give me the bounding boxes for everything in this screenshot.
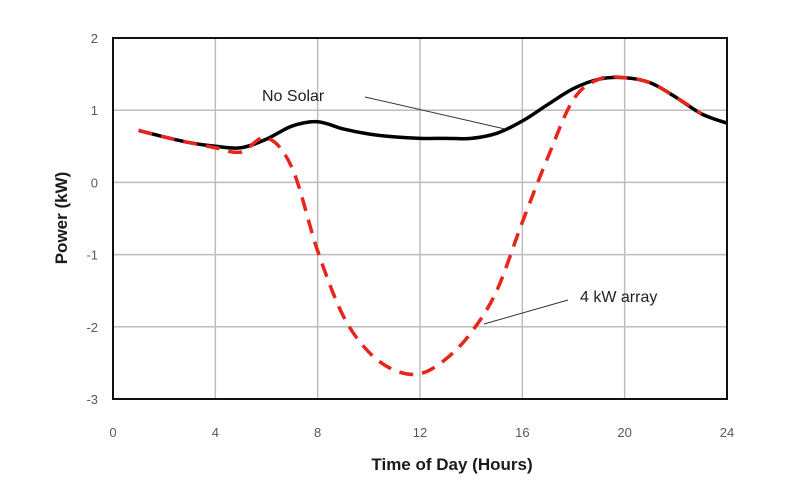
y-tick-label: 0 [91, 175, 98, 190]
series-group [138, 75, 728, 377]
x-tick-label: 12 [413, 425, 427, 440]
array-annotation: 4 kW array [580, 289, 657, 306]
y-tick-label: 2 [91, 31, 98, 46]
plot-frame [112, 37, 728, 400]
y-tick-label: 1 [91, 103, 98, 118]
x-tick-label: 0 [109, 425, 116, 440]
y-tick-labels: 2 1 0 -1 -2 -3 [86, 31, 98, 407]
y-axis-title: Power (kW) [52, 172, 71, 265]
x-tick-label: 8 [314, 425, 321, 440]
series-line-4-kw-array [138, 75, 703, 377]
array-leader-line [483, 299, 569, 325]
x-tick-label: 16 [515, 425, 529, 440]
x-tick-label: 4 [212, 425, 219, 440]
y-tick-label: -3 [86, 392, 98, 407]
no-solar-leader-line [364, 96, 506, 130]
x-tick-labels: 0 4 8 12 16 20 24 [109, 425, 734, 440]
y-tick-label: -2 [86, 320, 98, 335]
grid [112, 37, 728, 400]
no-solar-annotation: No Solar [262, 88, 325, 105]
x-tick-label: 24 [720, 425, 734, 440]
x-axis-title: Time of Day (Hours) [371, 455, 532, 474]
x-tick-label: 20 [617, 425, 631, 440]
y-tick-label: -1 [86, 248, 98, 263]
